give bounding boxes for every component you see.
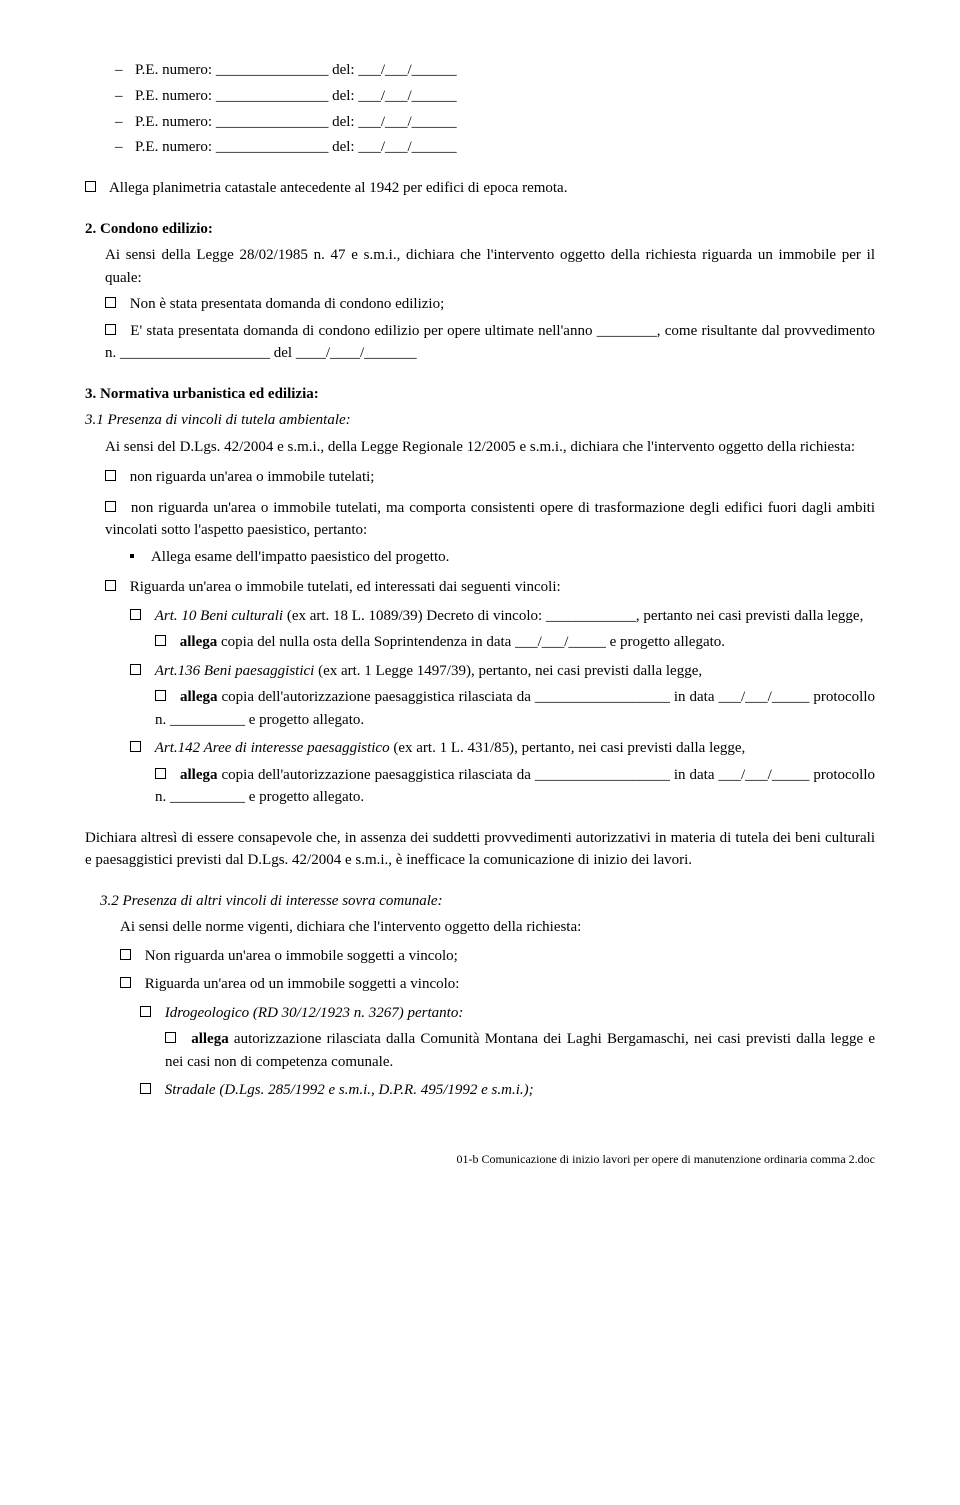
checkbox-vincolo[interactable]: Riguarda un'area od un immobile soggetti… [120,973,875,996]
art136-rest: (ex art. 1 Legge 1497/39), pertanto, nei… [314,663,702,679]
footer-filename: 01-b Comunicazione di inizio lavori per … [85,1152,875,1167]
text: E' stata presentata domanda di condono e… [105,323,875,362]
section-3-2-title: 3.2 Presenza di altri vincoli di interes… [100,890,875,913]
checkbox-idro-allega[interactable]: allega autorizzazione rilasciata dalla C… [165,1028,875,1073]
pe-line: P.E. numero: _______________ del: ___/__… [115,112,875,134]
art142-title: Art.142 Aree di interesse paesaggistico [155,740,390,756]
text: copia del nulla osta della Soprintendenz… [217,634,725,650]
checkbox-tutelati[interactable]: Riguarda un'area o immobile tutelati, ed… [105,576,875,599]
checkbox-art142[interactable]: Art.142 Aree di interesse paesaggistico … [130,737,875,760]
text: Allega planimetria catastale antecedente… [109,180,568,196]
text: Allega esame dell'impatto paesistico del… [151,549,449,565]
section-2-intro: Ai sensi della Legge 28/02/1985 n. 47 e … [105,244,875,289]
checkbox-allega-planimetria[interactable]: Allega planimetria catastale antecedente… [85,177,875,200]
page-body: P.E. numero: _______________ del: ___/__… [0,0,960,1207]
text: Idrogeologico (RD 30/12/1923 n. 3267) pe… [165,1005,464,1021]
checkbox-stradale[interactable]: Stradale (D.Lgs. 285/1992 e s.m.i., D.P.… [140,1079,875,1102]
text: autorizzazione rilasciata dalla Comunità… [165,1031,875,1070]
text: Stradale (D.Lgs. 285/1992 e s.m.i., D.P.… [165,1082,534,1098]
checkbox-art136-allega[interactable]: allega copia dell'autorizzazione paesagg… [155,686,875,731]
section-2-title: 2. Condono edilizio: [85,218,875,241]
checkbox-art10-allega[interactable]: allega copia del nulla osta della Soprin… [155,631,875,654]
dot-impatto-paesistico: Allega esame dell'impatto paesistico del… [130,546,875,569]
checkbox-non-tutelati[interactable]: non riguarda un'area o immobile tutelati… [105,466,875,489]
checkbox-non-tutelati-trasformazione[interactable]: non riguarda un'area o immobile tutelati… [105,497,875,542]
allega-word: allega [180,767,218,783]
text: non riguarda un'area o immobile tutelati… [105,500,875,539]
declaration-text: Dichiara altresì di essere consapevole c… [85,827,875,872]
allega-word: allega [180,634,218,650]
checkbox-art10[interactable]: Art. 10 Beni culturali (ex art. 18 L. 10… [130,605,875,628]
checkbox-art142-allega[interactable]: allega copia dell'autorizzazione paesagg… [155,764,875,809]
text: Non riguarda un'area o immobile soggetti… [145,948,458,964]
section-3-2-intro: Ai sensi delle norme vigenti, dichiara c… [120,916,875,939]
art10-rest: (ex art. 18 L. 1089/39) Decreto di vinco… [283,608,863,624]
checkbox-idrogeologico[interactable]: Idrogeologico (RD 30/12/1923 n. 3267) pe… [140,1002,875,1025]
text: Riguarda un'area od un immobile soggetti… [145,976,460,992]
allega-word: allega [191,1031,229,1047]
text: copia dell'autorizzazione paesaggistica … [155,689,875,728]
section-3-1-title: 3.1 Presenza di vincoli di tutela ambien… [85,409,875,432]
art142-rest: (ex art. 1 L. 431/85), pertanto, nei cas… [390,740,746,756]
checkbox-condono-non-presentata[interactable]: Non è stata presentata domanda di condon… [105,293,875,316]
art10-title: Art. 10 Beni culturali [155,608,283,624]
allega-word: allega [180,689,218,705]
checkbox-non-vincolo[interactable]: Non riguarda un'area o immobile soggetti… [120,945,875,968]
checkbox-art136[interactable]: Art.136 Beni paesaggistici (ex art. 1 Le… [130,660,875,683]
pe-line: P.E. numero: _______________ del: ___/__… [115,137,875,159]
pe-line: P.E. numero: _______________ del: ___/__… [115,60,875,82]
pe-line: P.E. numero: _______________ del: ___/__… [115,86,875,108]
text: Non è stata presentata domanda di condon… [130,296,445,312]
text: non riguarda un'area o immobile tutelati… [130,469,375,485]
text: Riguarda un'area o immobile tutelati, ed… [130,579,561,595]
text: copia dell'autorizzazione paesaggistica … [155,767,875,806]
checkbox-condono-presentata[interactable]: E' stata presentata domanda di condono e… [105,320,875,365]
section-3-title: 3. Normativa urbanistica ed edilizia: [85,383,875,406]
section-3-1-intro: Ai sensi del D.Lgs. 42/2004 e s.m.i., de… [105,436,875,459]
art136-title: Art.136 Beni paesaggistici [155,663,315,679]
